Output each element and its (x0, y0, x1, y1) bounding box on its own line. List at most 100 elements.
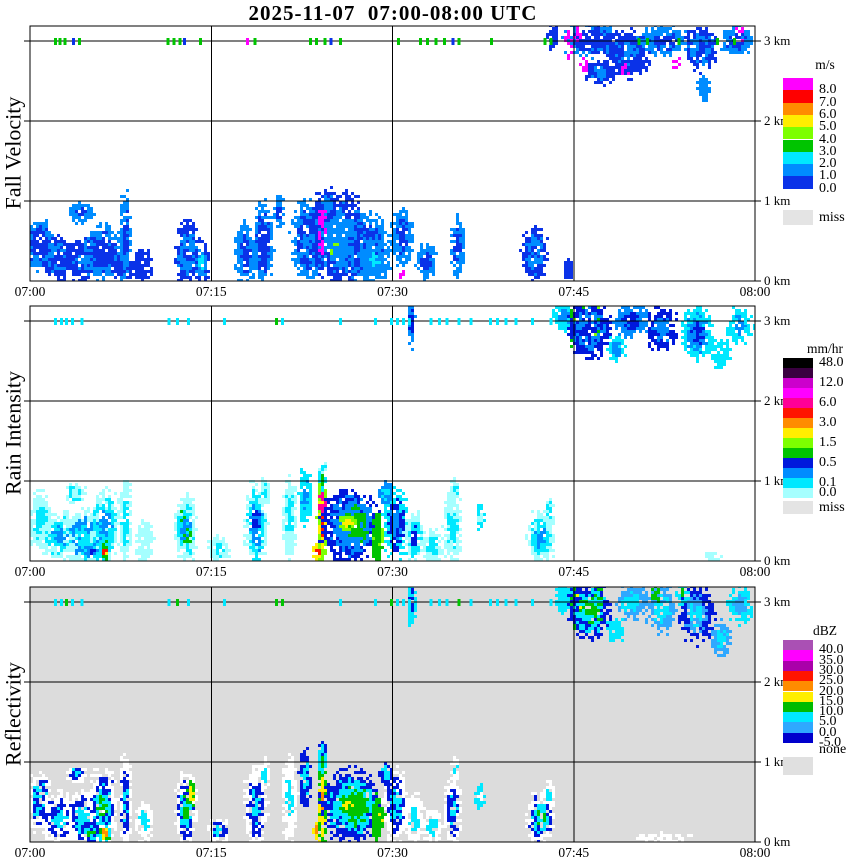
legend-scale-label: 35.0 (819, 652, 844, 668)
legend-nodata-block (783, 757, 813, 775)
height-tick-label: 3 km (764, 33, 791, 48)
legend-scale-label: 4.0 (819, 131, 837, 147)
legend-color-block (783, 90, 813, 103)
ceiling-ticks (53, 599, 747, 606)
ceiling-ticks (53, 38, 736, 45)
height-tick-label: 3 km (764, 313, 791, 328)
x-tick-label: 07:15 (195, 284, 227, 299)
legend-color-block (783, 428, 813, 438)
legend-color-block (783, 670, 813, 682)
gridlines (30, 587, 755, 842)
legend-scale-label: 10.0 (819, 704, 844, 720)
legend-scale-label: -5.0 (819, 735, 842, 750)
legend-scale-label: 6.0 (819, 395, 837, 410)
legend-scale-label: 3.0 (819, 415, 837, 430)
legend-nodata-label: miss (819, 499, 845, 515)
echo-field (30, 306, 755, 561)
legend-color-block (783, 448, 813, 458)
legend-color-block (783, 732, 813, 743)
legend-color-block (783, 468, 813, 478)
x-tick-label: 07:00 (14, 845, 46, 860)
legend-color-block (783, 488, 813, 498)
legend-color-block (783, 418, 813, 428)
echo-field (30, 26, 753, 281)
legend-scale-label: 0.0 (819, 180, 837, 196)
legend-scale-label: 6.0 (819, 106, 837, 122)
legend-color-block (783, 368, 813, 378)
legend-color-block (783, 640, 813, 651)
ceiling-ticks (53, 318, 747, 325)
panel-frame (29, 25, 756, 282)
x-tick-label: 08:00 (739, 564, 771, 579)
legend-color-block (783, 701, 813, 713)
legend-color-block (783, 176, 813, 189)
legend-scale-label: 3.0 (819, 143, 837, 159)
height-tick-label: 0 km (764, 553, 791, 568)
legend-color-block (783, 102, 813, 115)
legend-scale-label: 20.0 (819, 683, 844, 699)
x-tick-label: 08:00 (739, 845, 771, 860)
legend-color-block (783, 691, 813, 702)
x-tick-label: 07:45 (558, 845, 590, 860)
legend-unit-title: mm/hr (807, 341, 843, 356)
legend-scale-label: 5.0 (819, 119, 837, 135)
legend-nodata-block (783, 501, 813, 514)
legend-color-block (783, 358, 813, 368)
x-tick-label: 07:15 (195, 564, 227, 579)
legend-color-block (783, 408, 813, 418)
ylabel-fall-velocity: Fall Velocity (0, 96, 26, 210)
legend-unit-title: m/s (815, 57, 835, 72)
legend-color-block (783, 114, 813, 128)
legend-nodata-label: miss (819, 209, 845, 225)
height-tick-label: 1 km (764, 193, 791, 208)
legend-color-block (783, 458, 813, 468)
legend-color-block (783, 378, 813, 388)
x-tick-label: 07:00 (14, 564, 46, 579)
height-tick-label: 3 km (764, 594, 791, 609)
legend-color-block (783, 388, 813, 398)
height-tick-label: 0 km (764, 273, 791, 288)
ylabel-reflectivity: Reflectivity (0, 662, 26, 766)
ylabel-rain-intensity: Rain Intensity (0, 370, 26, 496)
legend-color-block (783, 164, 813, 177)
legend-scale-label: 1.0 (819, 168, 837, 184)
legend-color-block (783, 660, 813, 671)
x-tick-label: 07:45 (558, 564, 590, 579)
legend-scale-label: 0.0 (819, 724, 837, 740)
legend-scale-label: 15.0 (819, 693, 844, 709)
legend-color-block (783, 127, 813, 140)
x-tick-label: 08:00 (739, 284, 771, 299)
height-tick-label: 0 km (764, 834, 791, 849)
legend-scale-label: 0.0 (819, 485, 837, 500)
legend-scale-label: 25.0 (819, 673, 844, 689)
legend-scale-label: 2.0 (819, 156, 837, 172)
legend-scale-label: 0.5 (819, 455, 837, 470)
x-tick-label: 07:15 (195, 845, 227, 860)
x-tick-label: 07:30 (377, 845, 408, 860)
legend-color-block (783, 478, 813, 488)
panel-frame (29, 586, 756, 843)
page-title: 2025-11-07 07:00-08:00 UTC (248, 1, 538, 25)
legend-color-block (783, 712, 813, 723)
legend-color-block (783, 151, 813, 165)
x-tick-label: 07:45 (558, 284, 590, 299)
km-ticks (24, 601, 761, 843)
legend-nodata-label: none (819, 742, 847, 757)
legend-color-block (783, 650, 813, 661)
legend-scale-label: 5.0 (819, 714, 837, 730)
legend-color-block (783, 398, 813, 408)
legend-color-block (783, 438, 813, 448)
legend-scale-label: 30.0 (819, 662, 844, 678)
km-ticks (24, 40, 761, 282)
km-ticks (24, 320, 761, 562)
panel-frame (29, 305, 756, 562)
legend-scale-label: 48.0 (819, 355, 844, 370)
x-tick-label: 07:00 (14, 284, 46, 299)
legend-scale-label: 8.0 (819, 82, 837, 98)
legend-scale-label: 7.0 (819, 94, 837, 110)
legend-scale-label: 0.1 (819, 475, 837, 490)
legend-unit-title: dBZ (812, 623, 837, 638)
legend-color-block (783, 681, 813, 692)
